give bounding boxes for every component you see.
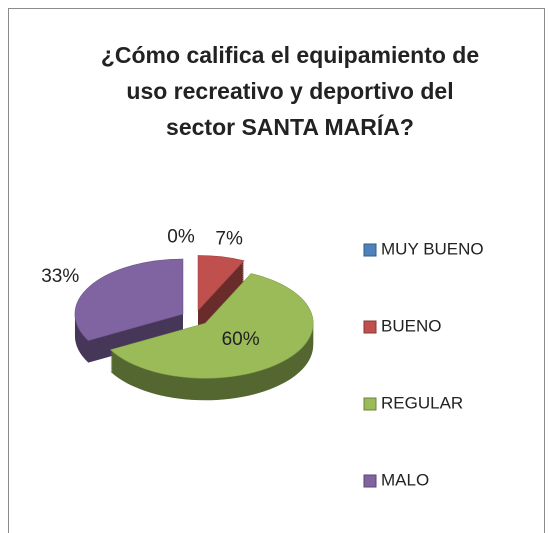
legend-label: BUENO bbox=[381, 316, 441, 335]
legend-swatch bbox=[363, 243, 377, 257]
chart-title: ¿Cómo califica el equipamiento de bbox=[101, 42, 479, 68]
data-label: 0% bbox=[167, 227, 195, 248]
legend-swatch bbox=[363, 474, 377, 488]
chart-frame bbox=[8, 8, 545, 533]
legend-swatch bbox=[363, 397, 377, 411]
slice bbox=[197, 255, 245, 312]
chart-title: sector SANTA MARÍA? bbox=[166, 113, 414, 140]
data-label: 33% bbox=[41, 266, 79, 287]
slice bbox=[109, 273, 314, 379]
data-label: 7% bbox=[215, 229, 243, 250]
legend-label: MALO bbox=[381, 470, 429, 489]
chart-title: uso recreativo y deportivo del bbox=[126, 78, 453, 104]
legend-label: REGULAR bbox=[381, 393, 463, 412]
slice bbox=[74, 258, 184, 341]
legend-swatch bbox=[363, 320, 377, 334]
legend-label: MUY BUENO bbox=[381, 239, 484, 258]
data-label: 60% bbox=[222, 329, 260, 350]
